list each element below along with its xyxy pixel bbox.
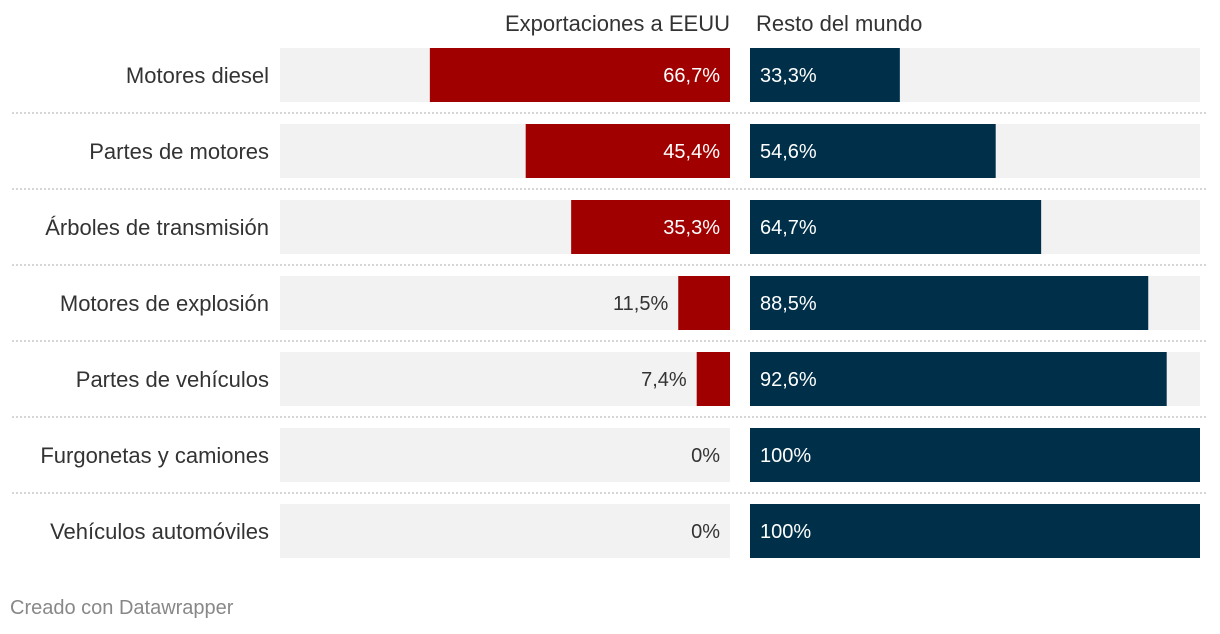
value-label-usa: 7,4% <box>641 369 687 391</box>
split-bar-chart: Exportaciones a EEUU Resto del mundo Mot… <box>12 11 1208 558</box>
value-label-rest: 33,3% <box>760 65 817 87</box>
value-label-rest: 92,6% <box>760 369 817 391</box>
value-label-usa: 45,4% <box>663 141 720 163</box>
category-label: Motores diesel <box>126 63 269 88</box>
category-label: Partes de vehículos <box>76 367 269 392</box>
value-label-rest: 88,5% <box>760 293 817 315</box>
bar-rest <box>750 504 1200 558</box>
bar-rest <box>750 124 996 178</box>
column-header-rest: Resto del mundo <box>756 11 922 36</box>
bar-rest <box>750 352 1167 406</box>
category-label: Árboles de transmisión <box>45 215 269 240</box>
track-usa <box>280 352 730 406</box>
footer-credit: Creado con Datawrapper <box>10 597 234 619</box>
bar-rest <box>750 276 1149 330</box>
bar-usa <box>571 200 730 254</box>
chart-rows: Motores diesel 66,7% 33,3% Partes de motore… <box>12 48 1208 558</box>
value-label-usa: 0% <box>691 445 720 467</box>
bar-rest <box>750 48 900 102</box>
bar-rest <box>750 428 1200 482</box>
value-label-rest: 64,7% <box>760 217 817 239</box>
category-label: Motores de explosión <box>60 291 269 316</box>
track-usa <box>280 504 730 558</box>
value-label-rest: 100% <box>760 521 811 543</box>
bar-usa <box>678 276 730 330</box>
bar-usa <box>696 352 730 406</box>
column-header-usa: Exportaciones a EEUU <box>505 11 730 36</box>
category-label: Vehículos automóviles <box>50 519 269 544</box>
track-usa <box>280 428 730 482</box>
category-label: Partes de motores <box>89 139 269 164</box>
value-label-rest: 54,6% <box>760 141 817 163</box>
category-label: Furgonetas y camiones <box>40 443 269 468</box>
bar-rest <box>750 200 1042 254</box>
value-label-usa: 11,5% <box>613 293 668 315</box>
bar-usa <box>525 124 730 178</box>
value-label-usa: 66,7% <box>663 65 720 87</box>
value-label-usa: 35,3% <box>663 217 720 239</box>
value-label-rest: 100% <box>760 445 811 467</box>
track-usa <box>280 276 730 330</box>
bar-usa <box>429 48 730 102</box>
value-label-usa: 0% <box>691 521 720 543</box>
